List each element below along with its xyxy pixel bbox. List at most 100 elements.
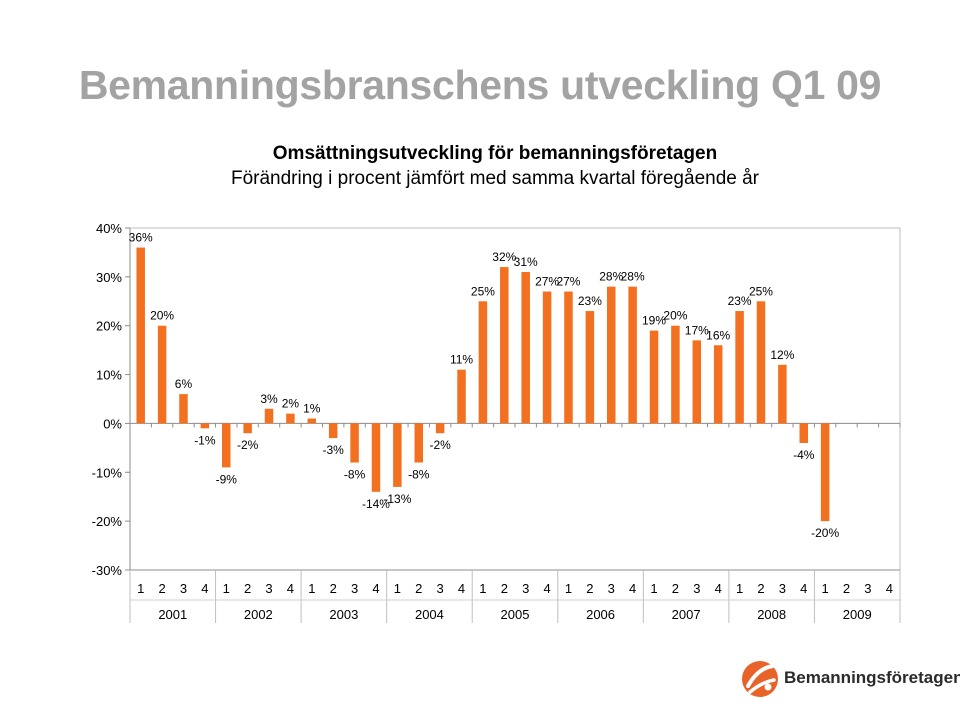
data-label: 20% [663, 309, 687, 323]
bar [328, 423, 338, 439]
x-tick-label: 1 [479, 581, 486, 596]
y-tick-label: 0% [103, 416, 122, 431]
year-label: 2004 [415, 607, 444, 622]
bar [157, 325, 167, 424]
bar [435, 423, 445, 434]
bar [350, 423, 359, 463]
x-tick-label: 2 [672, 581, 679, 596]
data-label: -2% [237, 438, 259, 452]
data-label: 27% [556, 275, 580, 289]
data-label: -8% [344, 468, 366, 482]
bar [457, 369, 466, 424]
data-label: 1% [303, 402, 321, 416]
year-label: 2008 [757, 607, 786, 622]
data-label: 28% [621, 270, 645, 284]
data-label: -13% [383, 492, 411, 506]
bar [692, 340, 702, 424]
chart-subtitle: Förändring i procent jämfört med samma k… [230, 168, 760, 189]
data-label: -4% [793, 448, 815, 462]
data-label: 23% [728, 294, 752, 308]
data-label: 3% [260, 392, 278, 406]
y-tick-label: 40% [96, 221, 122, 236]
x-tick-label: 1 [650, 581, 657, 596]
data-label: 36% [129, 231, 153, 245]
data-label: 27% [535, 275, 559, 289]
x-tick-label: 1 [223, 581, 230, 596]
year-label: 2009 [843, 607, 872, 622]
x-tick-label: 4 [629, 581, 636, 596]
data-label: 2% [282, 397, 300, 411]
x-tick-label: 1 [822, 581, 829, 596]
bar [307, 418, 317, 424]
data-label: 28% [599, 270, 623, 284]
year-label: 2006 [586, 607, 615, 622]
x-tick-label: 3 [693, 581, 700, 596]
x-tick-label: 3 [522, 581, 529, 596]
logo-text: Bemanningsföretagen [784, 668, 960, 687]
x-tick-label: 4 [287, 581, 294, 596]
data-label: 19% [642, 314, 666, 328]
bar [713, 345, 723, 424]
bar [542, 291, 552, 424]
x-tick-label: 1 [394, 581, 401, 596]
x-tick-label: 3 [864, 581, 871, 596]
bar [820, 423, 830, 522]
y-tick-label: 20% [96, 319, 122, 334]
data-label: 11% [450, 353, 473, 367]
x-tick-label: 2 [415, 581, 422, 596]
bar [478, 301, 488, 424]
x-tick-label: 2 [757, 581, 764, 596]
bar [671, 325, 680, 424]
x-tick-label: 1 [736, 581, 743, 596]
x-tick-label: 1 [137, 581, 144, 596]
bar [521, 271, 530, 424]
bar [649, 330, 659, 424]
x-tick-label: 3 [437, 581, 444, 596]
logo: Bemanningsföretagen [740, 656, 960, 704]
data-label: 23% [578, 294, 602, 308]
bar [200, 423, 210, 429]
y-tick-label: 30% [96, 270, 122, 285]
data-label: -20% [811, 526, 839, 540]
bar [371, 423, 381, 492]
bar [222, 423, 231, 468]
x-tick-label: 3 [608, 581, 615, 596]
bar [778, 364, 787, 424]
data-label: -3% [323, 443, 345, 457]
page-title: Bemanningsbranschens utveckling Q1 09 [78, 62, 882, 108]
data-label: -1% [194, 433, 216, 447]
bar [264, 408, 274, 424]
data-label: 25% [749, 284, 773, 298]
x-tick-label: 2 [843, 581, 850, 596]
year-label: 2001 [158, 607, 187, 622]
logo-mark-icon [742, 661, 778, 697]
data-label: 25% [471, 284, 495, 298]
x-tick-label: 4 [372, 581, 379, 596]
y-tick-label: 10% [96, 368, 122, 383]
bar [179, 394, 188, 424]
bar [136, 247, 145, 424]
x-tick-label: 4 [201, 581, 208, 596]
x-tick-label: 3 [180, 581, 187, 596]
year-label: 2003 [329, 607, 358, 622]
bar [799, 423, 808, 443]
bar [735, 311, 744, 424]
data-label: -9% [216, 472, 238, 486]
x-tick-label: 3 [265, 581, 272, 596]
data-label: -8% [408, 468, 430, 482]
bar [414, 423, 423, 463]
x-tick-label: 3 [779, 581, 786, 596]
bar [564, 291, 573, 424]
data-label: 6% [175, 377, 193, 391]
bar [585, 311, 595, 424]
bar [286, 413, 295, 424]
x-tick-label: 3 [351, 581, 358, 596]
y-tick-label: -20% [92, 514, 123, 529]
x-tick-label: 1 [565, 581, 572, 596]
x-tick-label: 4 [543, 581, 550, 596]
x-tick-label: 2 [330, 581, 337, 596]
x-tick-label: 2 [586, 581, 593, 596]
data-label: 12% [770, 348, 794, 362]
x-tick-label: 4 [800, 581, 807, 596]
